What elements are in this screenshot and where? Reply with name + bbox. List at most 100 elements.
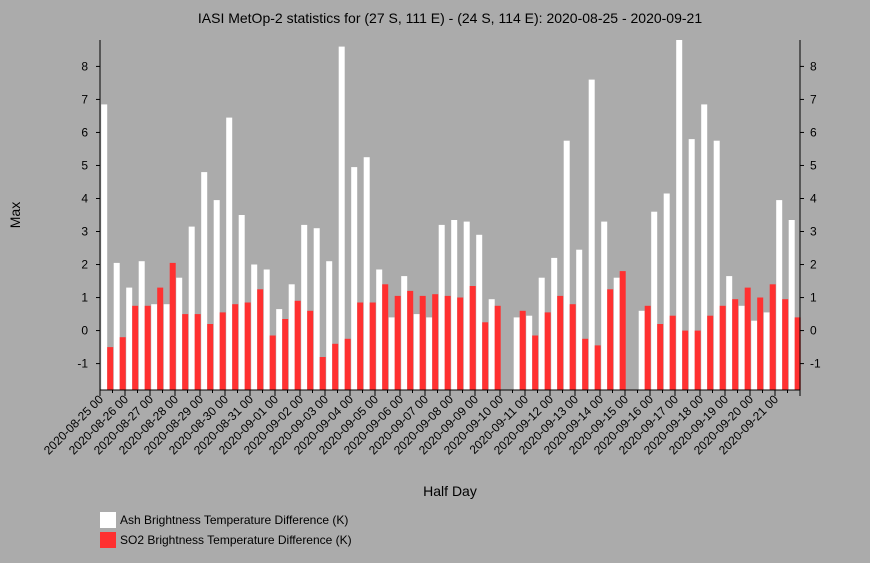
bar-series-1-17 — [319, 357, 326, 390]
bar-series-1-11 — [244, 302, 251, 390]
bar-series-1-34 — [532, 335, 539, 390]
bar-series-0-45 — [663, 193, 670, 390]
bar-series-1-23 — [394, 295, 401, 390]
bar-series-1-18 — [332, 343, 339, 390]
bar-series-0-27 — [438, 224, 445, 390]
bar-series-1-22 — [382, 284, 389, 390]
bar-series-0-18 — [326, 261, 333, 390]
y-tick-label-right-2: 1 — [810, 291, 817, 305]
plot-area: -1 -1 0 0 1 1 2 2 3 3 4 4 5 5 6 6 7 7 8 8 2020-08-25 002020… — [41, 40, 821, 457]
bar-series-1-15 — [294, 300, 301, 390]
y-tick-label-left-9: 8 — [81, 59, 88, 73]
bar-series-0-53 — [763, 312, 770, 390]
bar-series-1-53 — [769, 284, 776, 390]
bar-series-1-19 — [344, 338, 351, 390]
bar-series-0-33 — [513, 317, 520, 390]
bar-series-1-1 — [119, 337, 126, 390]
bar-series-0-34 — [526, 315, 533, 390]
bar-series-0-35 — [538, 277, 545, 390]
bar-series-1-48 — [707, 315, 714, 390]
bar-series-0-55 — [788, 220, 795, 390]
bar-series-1-20 — [357, 302, 364, 390]
bar-series-1-9 — [219, 312, 226, 390]
y-tick-label-left-2: 1 — [81, 291, 88, 305]
bar-series-1-3 — [144, 305, 151, 390]
bar-series-0-51 — [738, 305, 745, 390]
bar-series-1-7 — [194, 314, 201, 390]
bar-series-0-20 — [351, 167, 358, 390]
bar-series-1-35 — [544, 312, 551, 390]
bar-series-0-43 — [638, 310, 645, 390]
x-axis-label: Half Day — [423, 483, 477, 499]
bar-series-0-23 — [388, 317, 395, 390]
bar-series-1-0 — [107, 347, 114, 390]
y-tick-label-right-9: 8 — [810, 59, 817, 73]
bar-series-1-8 — [207, 324, 214, 390]
bar-series-1-2 — [132, 305, 139, 390]
bar-series-0-14 — [276, 309, 283, 390]
bar-series-1-55 — [794, 317, 801, 390]
bar-series-0-46 — [676, 40, 683, 390]
bar-series-0-0 — [101, 104, 108, 391]
bar-series-0-39 — [588, 79, 595, 390]
bar-series-1-45 — [669, 315, 676, 390]
bar-series-0-38 — [576, 249, 583, 390]
bar-series-1-16 — [307, 310, 314, 390]
bar-series-1-24 — [407, 290, 414, 390]
bar-series-1-50 — [732, 299, 739, 390]
bar-series-0-10 — [226, 117, 233, 390]
bar-series-1-21 — [369, 302, 376, 390]
bar-series-0-2 — [126, 287, 133, 390]
bar-series-1-40 — [607, 289, 614, 390]
y-tick-label-right-0: -1 — [810, 357, 821, 371]
bar-series-0-28 — [451, 220, 458, 390]
bar-series-0-9 — [213, 200, 220, 390]
bar-series-0-25 — [413, 314, 420, 390]
bar-series-1-14 — [282, 319, 289, 390]
bar-series-1-54 — [782, 299, 789, 390]
y-tick-label-right-3: 2 — [810, 258, 817, 272]
bar-series-1-29 — [469, 286, 476, 390]
bar-series-1-52 — [757, 297, 764, 390]
bar-series-1-26 — [432, 294, 439, 390]
bar-series-0-26 — [426, 317, 433, 390]
bar-series-1-41 — [619, 271, 626, 390]
bar-series-0-40 — [601, 221, 608, 390]
bar-series-1-46 — [682, 330, 689, 390]
y-tick-label-left-8: 7 — [81, 92, 88, 106]
bar-series-1-33 — [519, 310, 526, 390]
bar-series-1-10 — [232, 304, 239, 390]
bar-series-0-8 — [201, 172, 208, 390]
bar-series-1-28 — [457, 297, 464, 390]
bar-series-1-31 — [494, 305, 501, 390]
bar-series-0-50 — [726, 276, 733, 390]
bar-series-0-22 — [376, 269, 383, 390]
bar-series-0-47 — [688, 139, 695, 390]
bar-series-1-38 — [582, 338, 589, 390]
y-tick-label-left-5: 4 — [81, 191, 88, 205]
y-ticks: -1 -1 0 0 1 1 2 2 3 3 4 4 5 5 6 6 7 7 8 8 — [77, 59, 821, 370]
bar-series-1-25 — [419, 295, 426, 390]
y-tick-label-right-8: 7 — [810, 92, 817, 106]
bar-series-0-24 — [401, 276, 408, 390]
bar-series-0-12 — [251, 264, 258, 390]
y-tick-label-left-6: 5 — [81, 158, 88, 172]
bar-series-1-36 — [557, 295, 564, 390]
bar-series-1-13 — [269, 335, 276, 390]
bar-series-1-6 — [182, 314, 189, 390]
legend-label-so2: SO2 Brightness Temperature Difference (K… — [120, 533, 352, 547]
bar-series-0-5 — [163, 304, 170, 390]
bar-series-0-4 — [151, 304, 158, 390]
y-tick-label-left-3: 2 — [81, 258, 88, 272]
bar-series-0-21 — [363, 157, 370, 390]
y-tick-label-right-1: 0 — [810, 324, 817, 338]
bar-series-0-6 — [176, 277, 183, 390]
y-axis-label: Max — [7, 202, 23, 228]
bar-series-1-43 — [644, 305, 651, 390]
bar-series-0-7 — [188, 226, 195, 390]
y-tick-label-left-7: 6 — [81, 125, 88, 139]
bar-series-1-12 — [257, 289, 264, 390]
y-tick-label-right-5: 4 — [810, 191, 817, 205]
